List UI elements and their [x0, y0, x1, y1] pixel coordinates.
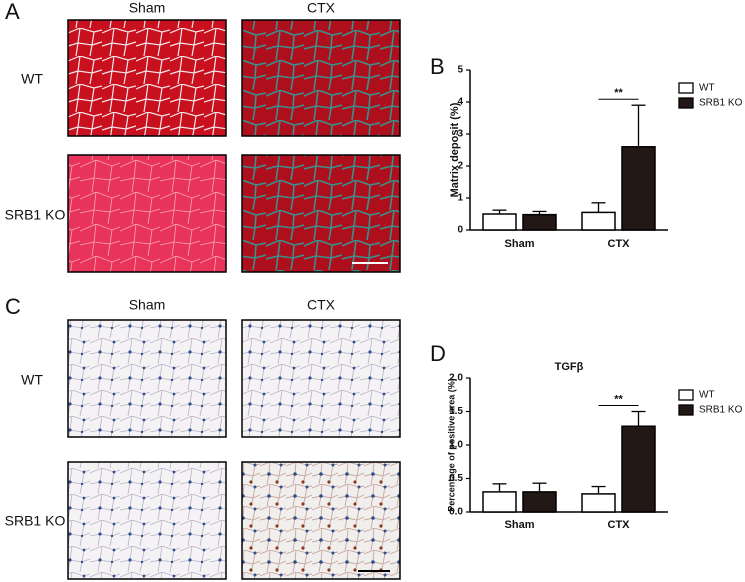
row-label: WT — [21, 372, 43, 388]
x-tick-label: CTX — [608, 519, 631, 531]
micrograph — [67, 154, 227, 273]
chart-title: TGFβ — [555, 361, 584, 373]
bar — [621, 425, 656, 513]
panel-letter: B — [430, 54, 445, 79]
column-label: CTX — [307, 297, 336, 313]
legend-label: WT — [699, 390, 715, 401]
y-axis-label: Percentage of positive area (%) — [446, 378, 456, 512]
bar — [581, 493, 616, 513]
micrograph — [241, 154, 401, 273]
row-label: SRB1 KO — [5, 207, 66, 223]
legend-label: WT — [699, 83, 715, 94]
x-tick-label: Sham — [505, 238, 535, 250]
row-label: SRB1 KO — [5, 513, 66, 529]
y-tick-label: 5 — [457, 65, 463, 76]
bar — [482, 213, 517, 231]
legend-swatch — [678, 389, 694, 401]
bar — [522, 213, 557, 231]
significance-label: ** — [614, 87, 623, 99]
column-label: Sham — [129, 297, 166, 313]
bar — [581, 211, 616, 231]
legend-label: SRB1 KO — [699, 98, 743, 109]
micrograph — [241, 319, 401, 438]
micrograph — [241, 19, 401, 137]
y-tick-label: 0.0 — [449, 507, 463, 518]
legend-swatch — [678, 82, 694, 94]
x-tick-label: CTX — [608, 238, 631, 250]
bar — [621, 146, 656, 231]
column-label: Sham — [129, 0, 166, 16]
y-axis-label: Matrix deposit (%) — [449, 102, 461, 197]
y-tick-label: 2.0 — [449, 373, 463, 384]
legend-label: SRB1 KO — [699, 405, 743, 416]
panel-letter: D — [430, 341, 446, 366]
micrograph — [67, 319, 227, 438]
column-label: CTX — [307, 0, 336, 16]
row-label: WT — [21, 71, 43, 87]
y-tick-label: 0 — [457, 225, 463, 236]
y-tick-label: 2 — [457, 161, 463, 172]
bar — [482, 491, 517, 513]
y-tick-label: 0.5 — [449, 473, 463, 484]
bar — [522, 491, 557, 513]
micrograph — [241, 461, 401, 580]
x-tick-label: Sham — [505, 519, 535, 531]
significance-label: ** — [614, 393, 623, 405]
panel-letter: C — [5, 294, 21, 319]
y-tick-label: 1.5 — [449, 406, 463, 417]
legend-swatch — [678, 404, 694, 416]
panel-letter: A — [5, 0, 20, 24]
y-tick-label: 1 — [457, 193, 463, 204]
legend-swatch — [678, 97, 694, 109]
y-tick-label: 4 — [457, 97, 463, 108]
y-tick-label: 1.0 — [449, 440, 463, 451]
micrograph — [67, 19, 227, 137]
y-tick-label: 3 — [457, 129, 463, 140]
micrograph — [67, 461, 227, 580]
